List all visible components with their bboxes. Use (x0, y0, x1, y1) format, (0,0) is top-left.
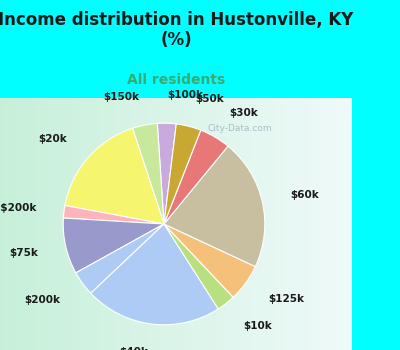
Text: $150k: $150k (103, 92, 139, 102)
Wedge shape (76, 224, 164, 293)
Wedge shape (91, 224, 218, 325)
Text: $30k: $30k (229, 108, 258, 118)
Wedge shape (164, 224, 233, 309)
Wedge shape (164, 146, 265, 267)
Text: $100k: $100k (168, 90, 204, 100)
Text: Income distribution in Hustonville, KY
(%): Income distribution in Hustonville, KY (… (0, 10, 354, 49)
Wedge shape (164, 124, 201, 224)
Text: $200k: $200k (24, 295, 60, 305)
Wedge shape (164, 130, 228, 224)
Text: $125k: $125k (269, 294, 305, 304)
Text: $10k: $10k (244, 321, 272, 331)
Wedge shape (164, 224, 255, 297)
Text: $40k: $40k (120, 347, 148, 350)
Text: > $200k: > $200k (0, 203, 36, 213)
Wedge shape (132, 124, 164, 224)
Text: $20k: $20k (38, 134, 67, 144)
Wedge shape (157, 123, 176, 224)
Text: City-Data.com: City-Data.com (207, 124, 272, 133)
Wedge shape (63, 218, 164, 273)
Text: $50k: $50k (196, 94, 224, 104)
Text: All residents: All residents (127, 74, 225, 88)
Wedge shape (63, 205, 164, 224)
Wedge shape (65, 128, 164, 224)
Text: $75k: $75k (9, 247, 38, 258)
Text: $60k: $60k (290, 190, 318, 201)
